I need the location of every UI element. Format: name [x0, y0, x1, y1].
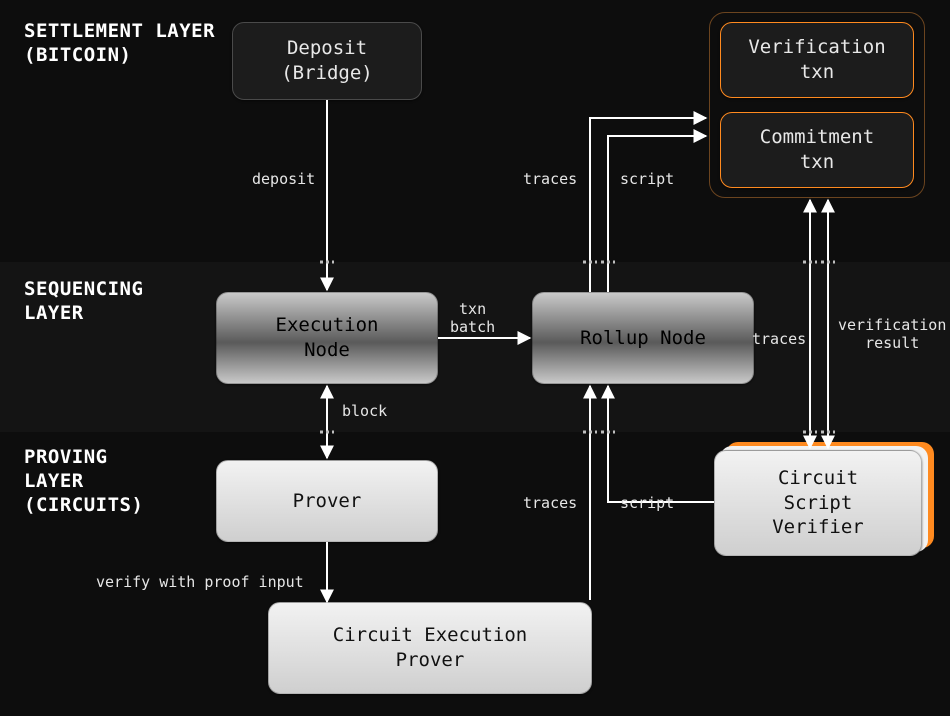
edge-label-script-1: script	[620, 170, 674, 188]
node-execution: Execution Node	[216, 292, 438, 384]
layer-label-proving: PROVING LAYER (CIRCUITS)	[24, 446, 143, 517]
edge-label-verify: verify with proof input	[96, 573, 304, 591]
node-rollup: Rollup Node	[532, 292, 754, 384]
layer-label-settlement: SETTLEMENT LAYER (BITCOIN)	[24, 20, 215, 68]
node-prover: Prover	[216, 460, 438, 542]
edge-label-result: verification result	[838, 316, 946, 352]
node-csv: Circuit Script Verifier	[714, 450, 922, 556]
edge-label-traces-3: traces	[752, 330, 806, 348]
node-cep: Circuit Execution Prover	[268, 602, 592, 694]
edge-label-traces-1: traces	[523, 170, 577, 188]
edge-label-deposit: deposit	[252, 170, 315, 188]
edge-label-traces-2: traces	[523, 494, 577, 512]
node-deposit: Deposit (Bridge)	[232, 22, 422, 100]
layer-label-sequencing: SEQUENCING LAYER	[24, 278, 143, 326]
edge-label-block: block	[342, 402, 387, 420]
edge-label-txnbatch: txn batch	[450, 300, 495, 336]
edge-label-script-2: script	[620, 494, 674, 512]
node-verification: Verification txn	[720, 22, 914, 98]
node-commitment: Commitment txn	[720, 112, 914, 188]
